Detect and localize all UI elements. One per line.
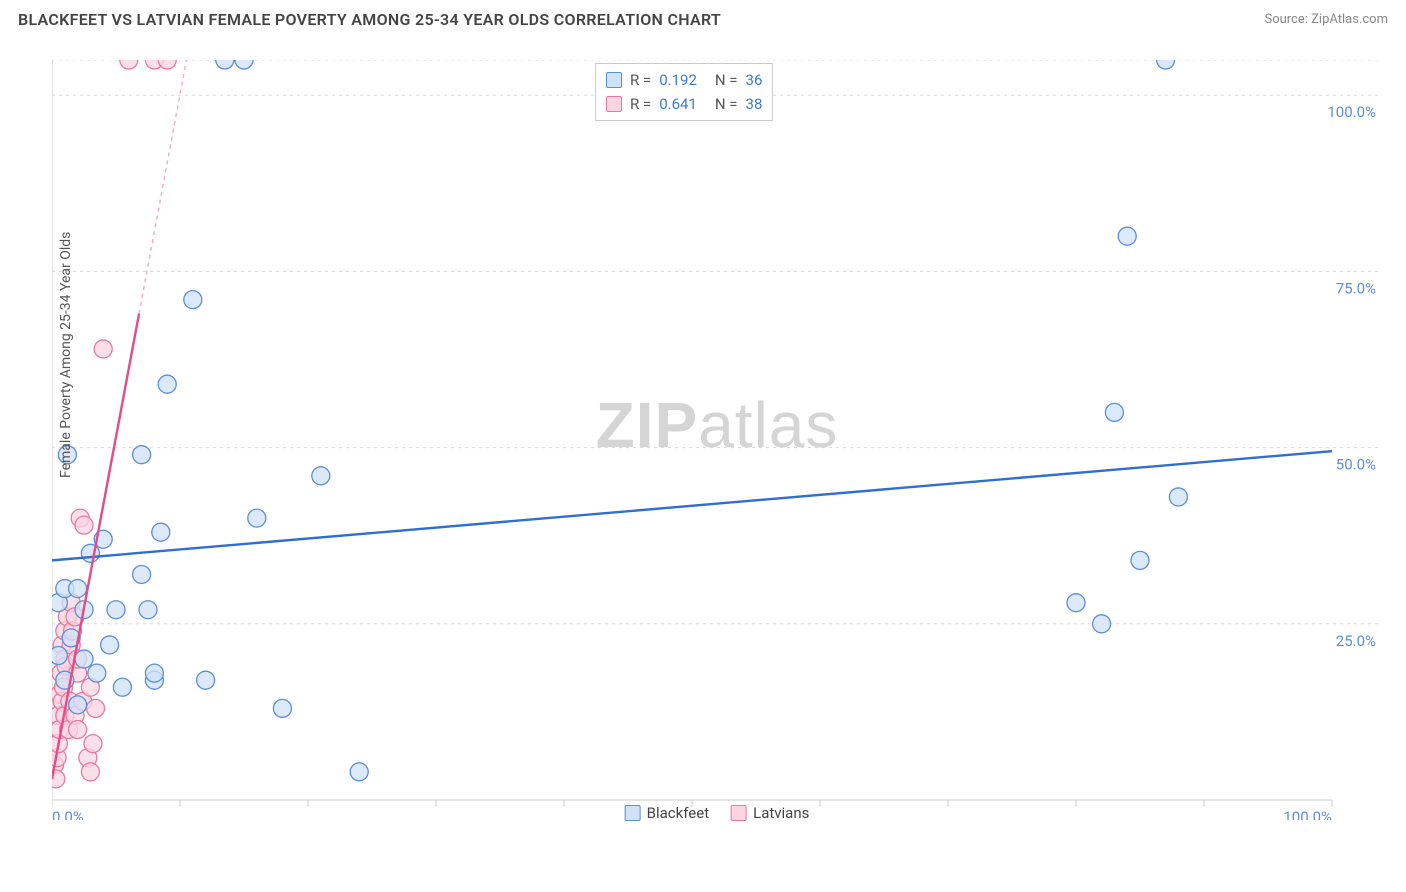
stats-row: R = 0.641 N = 38	[606, 92, 762, 116]
n-label: N =	[715, 92, 738, 116]
source-label: Source:	[1264, 12, 1311, 27]
n-value: 38	[746, 92, 763, 116]
data-point	[1169, 488, 1187, 506]
x-tick-label: 0.0%	[52, 808, 84, 820]
data-point	[88, 664, 106, 682]
data-point	[1067, 594, 1085, 612]
source-attribution: Source: ZipAtlas.com	[1264, 12, 1388, 27]
stats-swatch	[606, 72, 622, 88]
data-point	[101, 636, 119, 654]
data-point	[235, 60, 253, 69]
data-point	[1118, 227, 1136, 245]
data-point	[158, 375, 176, 393]
data-point	[133, 446, 151, 464]
correlation-stats-box: R = 0.192 N = 36 R = 0.641 N = 38	[595, 63, 773, 121]
legend-swatch	[625, 805, 641, 821]
data-point	[107, 601, 125, 619]
y-tick-label: 75.0%	[1336, 279, 1376, 297]
r-label: R =	[630, 68, 651, 92]
legend-label: Blackfeet	[647, 804, 709, 822]
data-point	[94, 340, 112, 358]
x-tick-label: 100.0%	[1283, 808, 1332, 820]
data-point	[1157, 60, 1175, 69]
n-label: N =	[715, 68, 738, 92]
y-tick-label: 50.0%	[1336, 456, 1376, 474]
data-point	[69, 721, 87, 739]
source-value: ZipAtlas.com	[1311, 12, 1388, 27]
data-point	[75, 650, 93, 668]
y-tick-label: 25.0%	[1336, 632, 1376, 650]
chart-header: BLACKFEET VS LATVIAN FEMALE POVERTY AMON…	[0, 0, 1406, 35]
r-label: R =	[630, 92, 651, 116]
legend-label: Latvians	[753, 804, 809, 822]
chart-title: BLACKFEET VS LATVIAN FEMALE POVERTY AMON…	[18, 10, 721, 29]
stats-swatch	[606, 96, 622, 112]
series-legend: Blackfeet Latvians	[625, 804, 810, 822]
stats-row: R = 0.192 N = 36	[606, 68, 762, 92]
data-point	[216, 60, 234, 69]
legend-item: Latvians	[731, 804, 809, 822]
data-point	[113, 678, 131, 696]
data-point	[81, 763, 99, 781]
legend-swatch	[731, 805, 747, 821]
data-point	[312, 467, 330, 485]
data-point	[139, 601, 157, 619]
series-blackfeet	[52, 60, 1187, 781]
y-tick-label: 100.0%	[1327, 103, 1376, 121]
data-point	[1093, 615, 1111, 633]
data-point	[197, 671, 215, 689]
data-point	[1131, 551, 1149, 569]
data-point	[248, 509, 266, 527]
data-point	[133, 565, 151, 583]
scatter-plot: 25.0% 50.0% 75.0% 100.0% 0.0% 100.0%	[52, 60, 1382, 820]
data-point	[184, 291, 202, 309]
data-point	[1105, 403, 1123, 421]
data-point	[84, 735, 102, 753]
data-point	[152, 523, 170, 541]
legend-item: Blackfeet	[625, 804, 709, 822]
data-point	[120, 60, 138, 69]
data-point	[87, 699, 105, 717]
data-point	[69, 696, 87, 714]
trend-line	[52, 451, 1332, 560]
data-point	[75, 516, 93, 534]
data-point	[69, 580, 87, 598]
r-value: 0.192	[659, 68, 697, 92]
data-point	[81, 544, 99, 562]
trend-line-extrapolated	[139, 60, 186, 314]
data-point	[52, 647, 67, 665]
n-value: 36	[746, 68, 763, 92]
chart-area: Female Poverty Among 25-34 Year Olds ZIP…	[52, 60, 1382, 820]
data-point	[350, 763, 368, 781]
data-point	[273, 699, 291, 717]
data-point	[145, 664, 163, 682]
r-value: 0.641	[659, 92, 697, 116]
y-axis-label: Female Poverty Among 25-34 Year Olds	[58, 232, 74, 478]
data-point	[158, 60, 176, 69]
